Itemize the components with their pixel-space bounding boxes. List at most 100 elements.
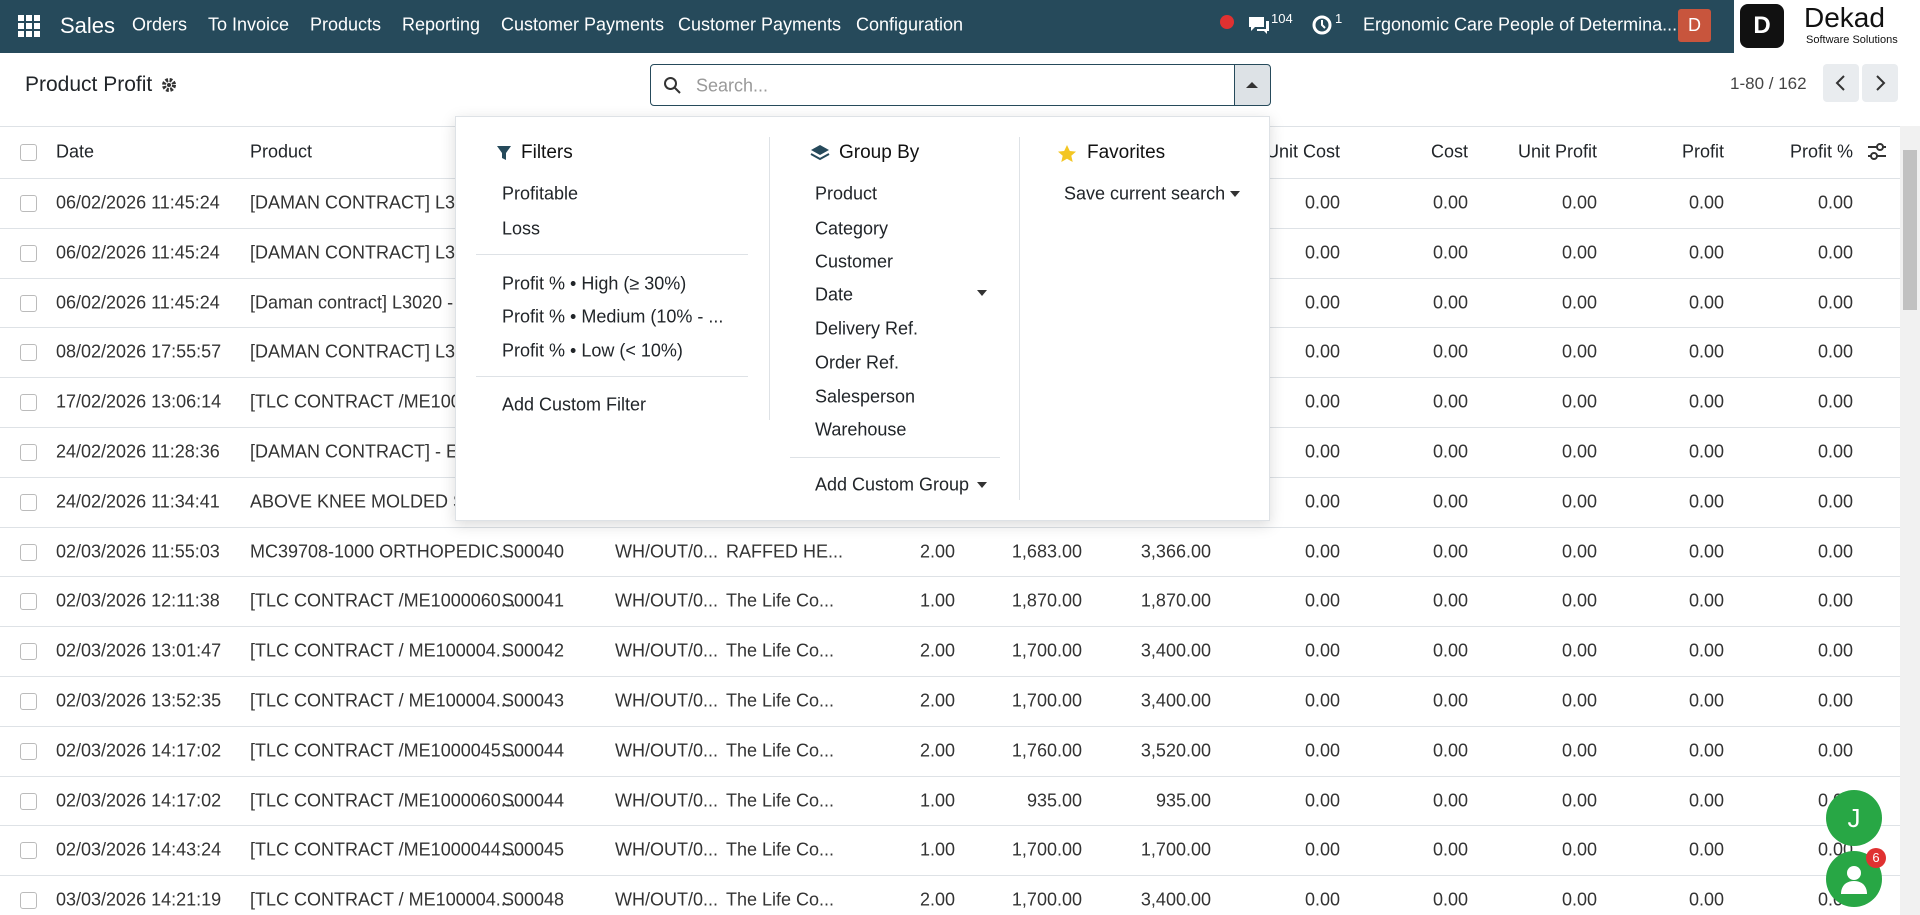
table-cell[interactable]: WH/OUT/0...: [615, 790, 718, 810]
table-cell[interactable]: 02/03/2026 13:01:47: [56, 640, 222, 661]
record-dot[interactable]: [1220, 15, 1234, 29]
table-cell[interactable]: 02/03/2026 14:17:02: [56, 740, 222, 761]
table-cell[interactable]: 1,700.00: [1011, 690, 1082, 711]
table-cell[interactable]: 3,400.00: [1140, 690, 1211, 711]
table-cell[interactable]: 0.00: [1688, 690, 1724, 711]
table-cell[interactable]: 1,683.00: [1011, 541, 1082, 561]
table-cell[interactable]: The Life Co...: [726, 839, 835, 860]
table-cell[interactable]: 17/02/2026 13:06:14: [56, 391, 222, 412]
table-cell[interactable]: 02/03/2026 14:43:24: [56, 839, 222, 860]
table-cell[interactable]: 0.00: [1432, 640, 1468, 661]
group-option[interactable]: Salesperson: [815, 386, 916, 407]
column-header[interactable]: Cost: [1430, 141, 1468, 162]
row-checkbox[interactable]: [20, 244, 37, 262]
table-cell[interactable]: 0.00: [1688, 541, 1724, 561]
row-checkbox[interactable]: [20, 792, 37, 810]
row-checkbox[interactable]: [20, 643, 37, 661]
table-cell[interactable]: S00044: [502, 740, 565, 761]
table-cell[interactable]: 0.00: [1817, 690, 1853, 711]
table-cell[interactable]: [TLC CONTRACT /ME1000045...: [250, 740, 516, 761]
table-cell[interactable]: 0.00: [1561, 391, 1597, 412]
table-cell[interactable]: 2.00: [919, 640, 955, 661]
row-checkbox[interactable]: [20, 842, 37, 860]
table-cell[interactable]: 0.00: [1688, 292, 1724, 312]
table-cell[interactable]: WH/OUT/0...: [615, 839, 718, 860]
table-cell[interactable]: 0.00: [1688, 590, 1724, 611]
column-header[interactable]: Date: [56, 141, 95, 162]
search-toggle[interactable]: [1234, 64, 1271, 106]
search-box[interactable]: Search...: [650, 64, 1235, 106]
row-checkbox[interactable]: [20, 394, 37, 412]
table-cell[interactable]: 3,400.00: [1140, 640, 1211, 661]
table-cell[interactable]: S00045: [502, 839, 565, 860]
table-cell[interactable]: 1,870.00: [1011, 590, 1082, 611]
table-cell[interactable]: [Daman contract] L3020 - I: [250, 292, 464, 312]
table-cell[interactable]: 2.00: [919, 889, 955, 910]
table-cell[interactable]: 0.00: [1688, 790, 1724, 810]
table-cell[interactable]: [TLC CONTRACT / ME100004...: [250, 889, 511, 910]
table-cell[interactable]: The Life Co...: [726, 690, 835, 711]
filter-option[interactable]: Profit % • Medium (10% - ...: [502, 306, 724, 327]
menu-item[interactable]: To Invoice: [208, 14, 290, 35]
table-cell[interactable]: 08/02/2026 17:55:57: [56, 341, 222, 362]
table-cell[interactable]: 0.00: [1304, 790, 1340, 810]
group-option[interactable]: Delivery Ref.: [815, 318, 919, 339]
table-cell[interactable]: 1,700.00: [1011, 839, 1082, 860]
table-cell[interactable]: 0.00: [1432, 441, 1468, 462]
table-cell[interactable]: 0.00: [1688, 889, 1724, 910]
table-cell[interactable]: 0.00: [1304, 341, 1340, 362]
table-cell[interactable]: 0.00: [1432, 740, 1468, 761]
table-cell[interactable]: 0.00: [1432, 192, 1468, 213]
table-cell[interactable]: [TLC CONTRACT /ME10000: [250, 391, 481, 412]
table-cell[interactable]: 0.00: [1561, 640, 1597, 661]
table-cell[interactable]: 0.00: [1561, 341, 1597, 362]
table-cell[interactable]: 0.00: [1561, 441, 1597, 462]
group-option[interactable]: Date: [815, 284, 854, 305]
user-avatar[interactable]: D: [1678, 9, 1711, 42]
table-cell[interactable]: S00040: [502, 541, 565, 561]
table-cell[interactable]: 0.00: [1432, 391, 1468, 412]
table-cell[interactable]: [DAMAN CONTRACT] L320: [250, 192, 476, 213]
table-cell[interactable]: 0.00: [1304, 292, 1340, 312]
messages-icon[interactable]: [1247, 14, 1271, 36]
table-cell[interactable]: 0.00: [1561, 590, 1597, 611]
table-cell[interactable]: 06/02/2026 11:45:24: [56, 192, 220, 213]
table-cell[interactable]: 0.00: [1432, 541, 1468, 561]
table-cell[interactable]: 1.00: [919, 839, 955, 860]
table-cell[interactable]: 1,700.00: [1011, 889, 1082, 910]
table-cell[interactable]: 02/03/2026 13:52:35: [56, 690, 222, 711]
table-cell[interactable]: 0.00: [1817, 341, 1853, 362]
settings-icon[interactable]: [161, 77, 177, 93]
filter-option[interactable]: Profit % • High (≥ 30%): [502, 273, 687, 294]
table-cell[interactable]: 0.00: [1561, 541, 1597, 561]
table-cell[interactable]: 0.00: [1688, 640, 1724, 661]
menu-item[interactable]: Configuration: [856, 14, 964, 35]
company-name[interactable]: Ergonomic Care People of Determina...: [1363, 14, 1678, 35]
table-cell[interactable]: 0.00: [1432, 491, 1468, 512]
filter-option[interactable]: Loss: [502, 218, 541, 239]
table-cell[interactable]: 0.00: [1432, 839, 1468, 860]
row-checkbox[interactable]: [20, 344, 37, 362]
row-checkbox[interactable]: [20, 692, 37, 710]
table-cell[interactable]: 2.00: [919, 690, 955, 711]
table-cell[interactable]: 3,520.00: [1140, 740, 1211, 761]
table-cell[interactable]: WH/OUT/0...: [615, 590, 718, 611]
table-cell[interactable]: The Life Co...: [726, 590, 835, 611]
table-cell[interactable]: 0.00: [1817, 640, 1853, 661]
select-all[interactable]: [20, 144, 37, 161]
row-checkbox[interactable]: [20, 543, 37, 561]
table-cell[interactable]: 0.00: [1688, 491, 1724, 512]
table-cell[interactable]: 0.00: [1432, 590, 1468, 611]
table-cell[interactable]: S00043: [502, 690, 565, 711]
group-option[interactable]: Warehouse: [815, 419, 907, 440]
table-cell[interactable]: 0.00: [1304, 690, 1340, 711]
table-cell[interactable]: WH/OUT/0...: [615, 740, 718, 761]
table-cell[interactable]: 24/02/2026 11:34:41: [56, 491, 220, 512]
favorite-option[interactable]: Save current search: [1064, 183, 1226, 204]
table-cell[interactable]: 0.00: [1432, 292, 1468, 312]
table-cell[interactable]: 02/03/2026 11:55:03: [56, 541, 220, 561]
table-cell[interactable]: S00041: [502, 590, 565, 611]
table-cell[interactable]: 0.00: [1688, 740, 1724, 761]
table-cell[interactable]: 0.00: [1304, 242, 1340, 263]
table-cell[interactable]: 0.00: [1432, 790, 1468, 810]
